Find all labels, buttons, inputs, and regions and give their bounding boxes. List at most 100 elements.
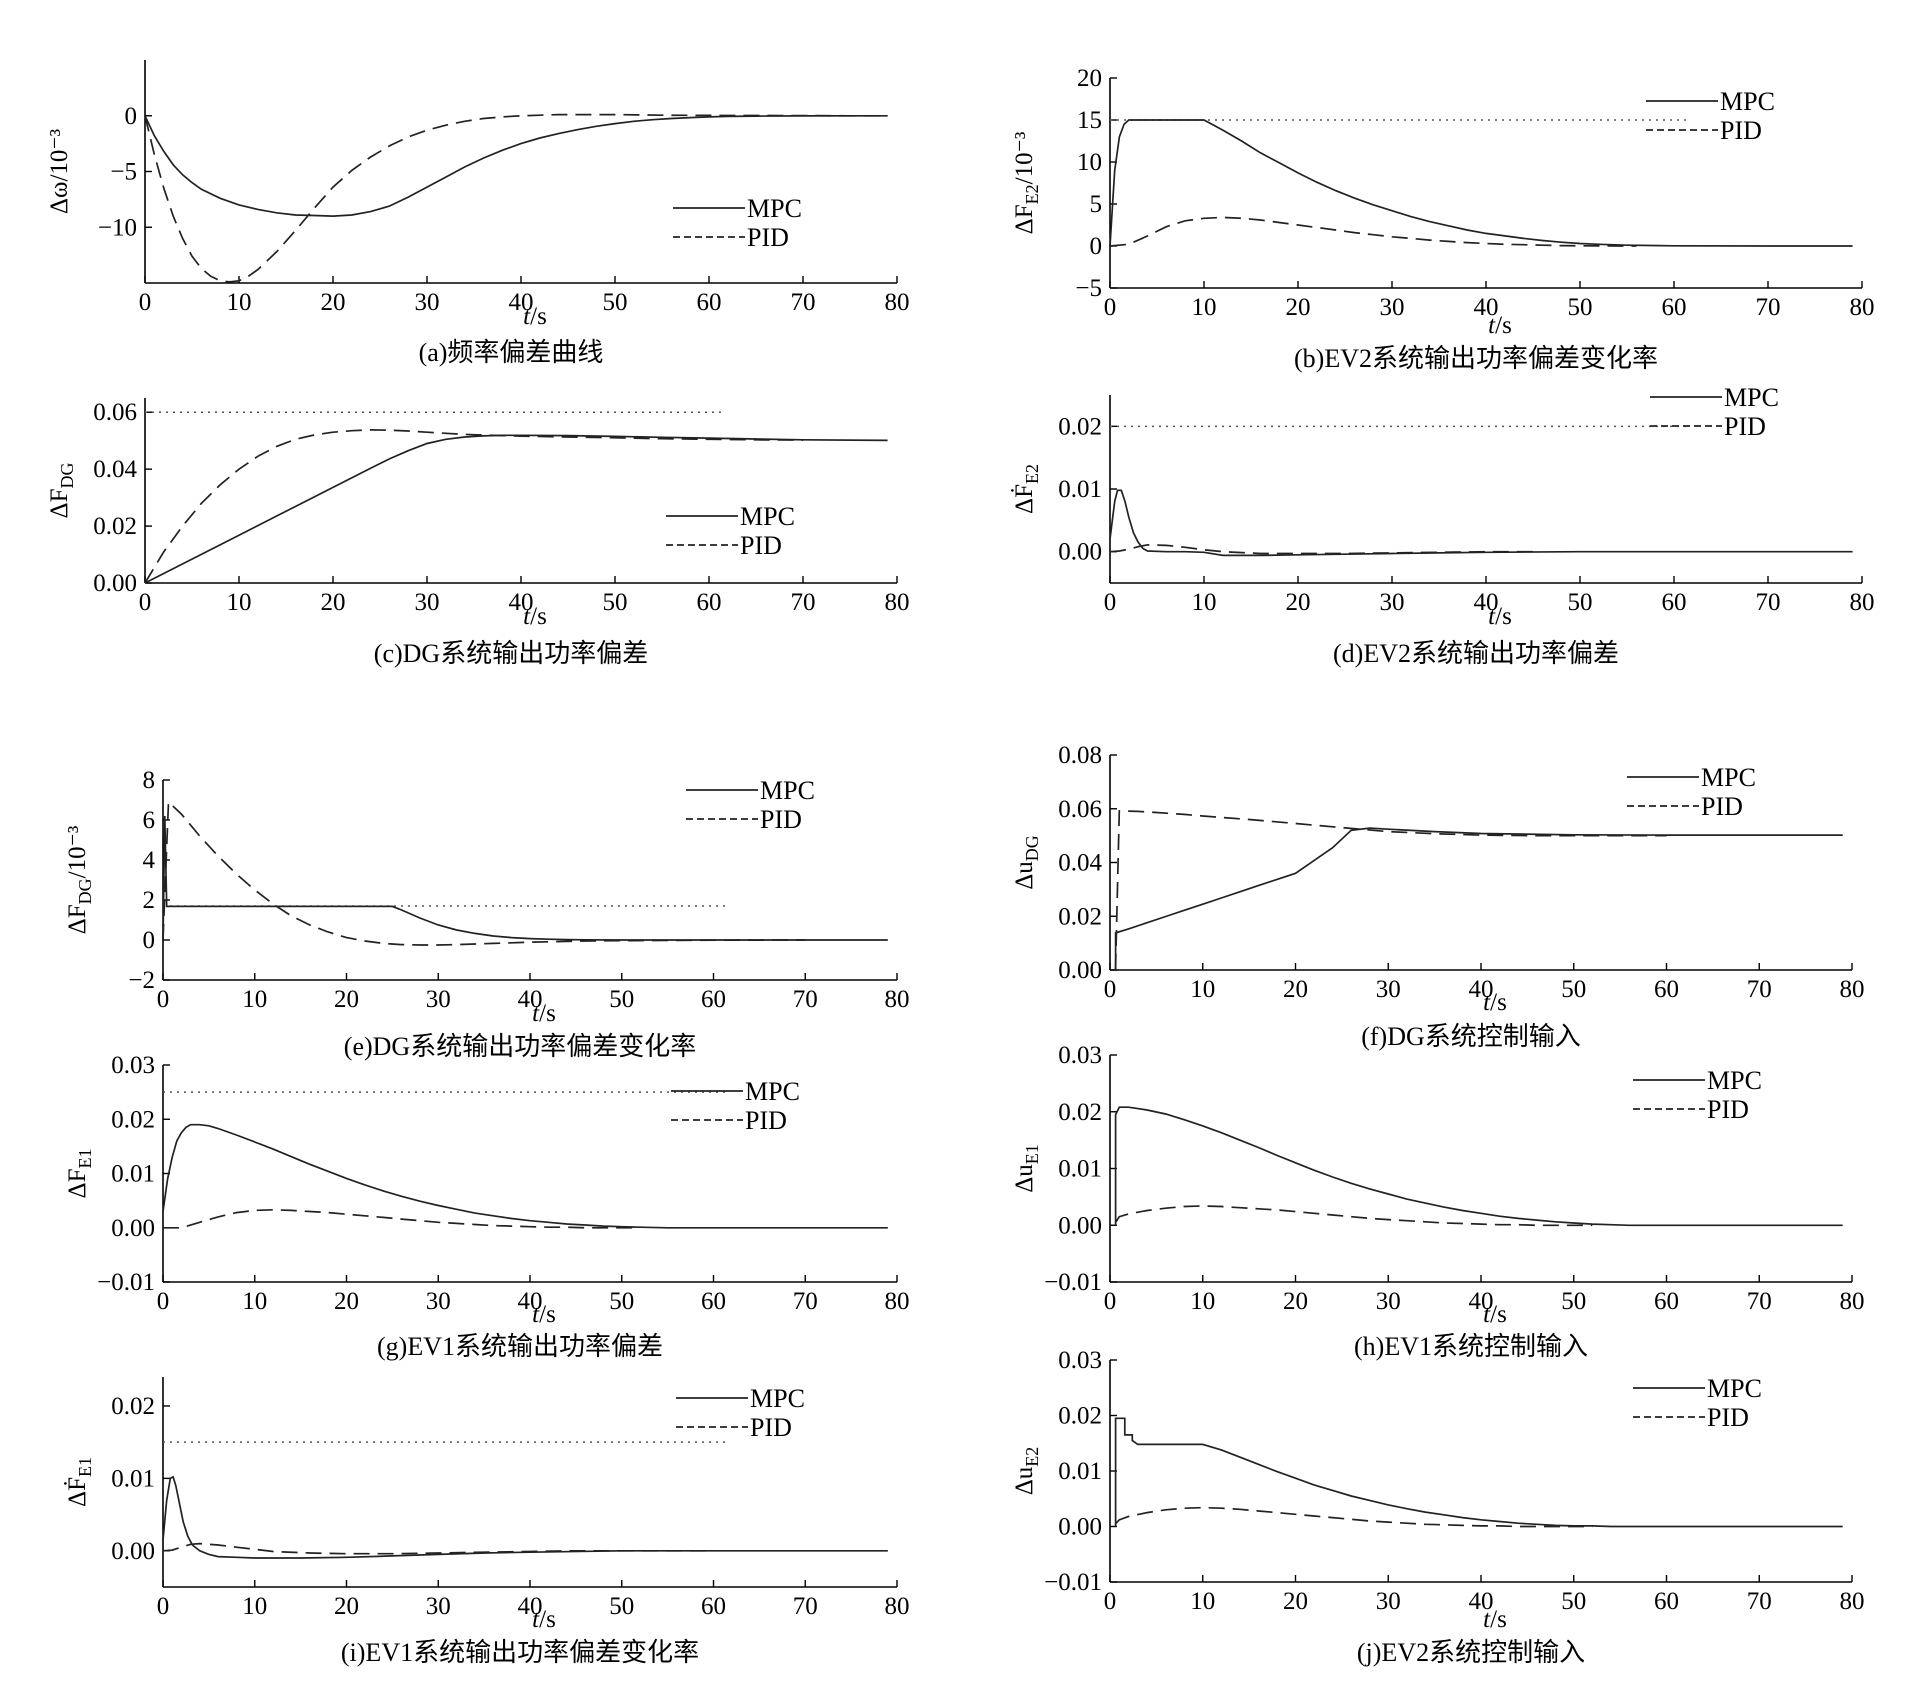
series-line-mpc	[1109, 489, 1853, 557]
x-tick-label: 30	[1380, 294, 1405, 321]
y-tick-label: −0.01	[97, 1269, 155, 1296]
legend-label-mpc: MPC	[1724, 383, 1779, 412]
x-tick-label: 40	[1474, 589, 1499, 616]
x-tick-label: 80	[1840, 1588, 1865, 1615]
x-tick-label: 50	[1568, 589, 1593, 616]
x-tick-label: 80	[885, 289, 910, 316]
panel-b: 0 10 20 30 40 50 60 70 80−505101520t/sΔFE2/10⁻³M…	[1011, 65, 1875, 373]
panel-d: 0 10 20 30 40 50 60 70 80 0.00 0.01 0.02 t/s ΔḞE2 MPCP…	[1011, 383, 1875, 668]
series-line-mpc	[162, 1123, 888, 1229]
x-tick-label: 30	[426, 1593, 451, 1620]
x-tick-label: 50	[603, 289, 628, 316]
x-tick-label: 70	[1747, 976, 1772, 1003]
x-axis-label: t/s	[1488, 603, 1512, 630]
x-tick-label: 0	[1104, 589, 1117, 616]
x-tick-label: 0	[1104, 1588, 1117, 1615]
y-tick-label: 6	[143, 807, 156, 834]
x-tick-label: 60	[1654, 1588, 1679, 1615]
panel-caption: (g)EV1系统输出功率偏差	[377, 1332, 663, 1361]
x-tick-label: 70	[793, 1288, 818, 1315]
x-tick-label: 50	[609, 986, 634, 1013]
x-tick-label: 20	[334, 1288, 359, 1315]
x-tick-label: 0	[157, 1593, 170, 1620]
x-tick-label: 70	[793, 1593, 818, 1620]
x-tick-label: 20	[1283, 1288, 1308, 1315]
series-line-mpc	[162, 1475, 888, 1559]
x-tick-label: 70	[1747, 1588, 1772, 1615]
series-line-pid	[162, 800, 806, 946]
y-tick-label: 2	[143, 887, 156, 914]
x-axis-label: t/s	[1488, 312, 1512, 339]
series-line-mpc	[1109, 119, 1853, 247]
y-axis-label: ΔuE1	[1011, 1144, 1042, 1193]
panel-caption: (h)EV1系统控制输入	[1354, 1332, 1588, 1361]
x-tick-label: 40	[518, 1288, 543, 1315]
y-tick-label: 0	[1090, 233, 1103, 260]
legend-label-mpc: MPC	[1707, 1066, 1762, 1095]
y-axis-label: ΔuDG	[1011, 835, 1042, 890]
y-tick-label: 5	[1090, 191, 1103, 218]
x-axis-label: t/s	[532, 1606, 556, 1633]
series-line-mpc	[144, 114, 888, 217]
x-tick-label: 70	[793, 986, 818, 1013]
series-line-pid	[144, 113, 888, 283]
x-tick-label: 0	[157, 1288, 170, 1315]
panel-caption: (a)频率偏差曲线	[419, 338, 604, 367]
y-tick-label: 0	[125, 103, 138, 130]
series-line-pid	[1114, 1205, 1593, 1227]
legend-label-pid: PID	[1701, 792, 1743, 821]
panel-caption: (i)EV1系统输出功率偏差变化率	[341, 1638, 699, 1667]
x-tick-label: 60	[701, 1593, 726, 1620]
x-tick-label: 20	[1283, 1588, 1308, 1615]
y-tick-label: −0.01	[1044, 1269, 1102, 1296]
legend-label-pid: PID	[1720, 116, 1762, 145]
panel-caption: (c)DG系统输出功率偏差	[374, 639, 648, 668]
x-tick-label: 0	[139, 289, 152, 316]
legend-label-mpc: MPC	[747, 194, 802, 223]
x-tick-label: 30	[426, 986, 451, 1013]
legend-label-pid: PID	[1724, 412, 1766, 441]
x-tick-label: 10	[1192, 589, 1217, 616]
y-tick-label: −0.01	[1044, 1569, 1102, 1596]
x-tick-label: 40	[509, 589, 534, 616]
x-tick-label: 70	[791, 289, 816, 316]
y-tick-label: 10	[1077, 149, 1102, 176]
y-tick-label: 0.02	[1058, 903, 1102, 930]
x-tick-label: 0	[1104, 294, 1117, 321]
x-tick-label: 60	[697, 289, 722, 316]
y-tick-label: 0.00	[111, 1215, 155, 1242]
x-tick-label: 20	[1283, 976, 1308, 1003]
x-tick-label: 60	[1662, 294, 1687, 321]
x-tick-label: 20	[1286, 589, 1311, 616]
y-tick-label: 4	[143, 847, 156, 874]
legend-label-mpc: MPC	[750, 1384, 805, 1413]
x-tick-label: 30	[1376, 1288, 1401, 1315]
x-tick-label: 50	[603, 589, 628, 616]
y-tick-label: 0.00	[111, 1538, 155, 1565]
x-axis-label: t/s	[532, 1301, 556, 1328]
series-line-pid	[144, 429, 804, 584]
x-tick-label: 40	[1474, 294, 1499, 321]
x-tick-label: 0	[1104, 976, 1117, 1003]
y-tick-label: −5	[110, 159, 137, 186]
series-line-pid	[162, 1542, 714, 1555]
y-axis-label: ΔuE2	[1011, 1447, 1042, 1496]
x-tick-label: 10	[1192, 294, 1217, 321]
y-tick-label: 0.02	[111, 1106, 155, 1133]
y-tick-label: 0.06	[1058, 796, 1102, 823]
x-tick-label: 50	[609, 1288, 634, 1315]
x-tick-label: 80	[885, 986, 910, 1013]
x-tick-label: 80	[1840, 976, 1865, 1003]
x-tick-label: 40	[518, 986, 543, 1013]
x-axis-label: t/s	[523, 303, 547, 330]
x-tick-label: 50	[609, 1593, 634, 1620]
panel-h: 0 10 20 30 40 50 60 70 80 −0.01 0.00 0.01 0.02 0.03 t/…	[1011, 1042, 1865, 1361]
y-tick-label: 0.06	[93, 399, 137, 426]
x-axis-label: t/s	[1483, 1301, 1507, 1328]
x-tick-label: 60	[701, 1288, 726, 1315]
y-tick-label: −2	[128, 967, 155, 994]
x-tick-label: 20	[334, 986, 359, 1013]
x-tick-label: 30	[426, 1288, 451, 1315]
x-tick-label: 30	[1380, 589, 1405, 616]
